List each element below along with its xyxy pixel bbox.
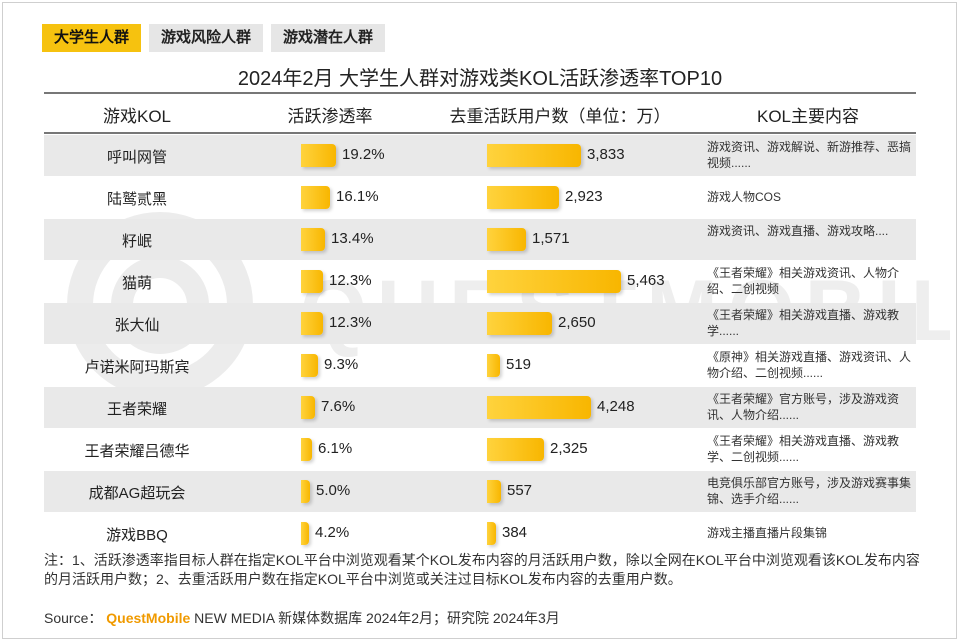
kol-content: 游戏主播直播片段集锦 <box>707 526 828 540</box>
rate-label: 7.6% <box>321 398 356 415</box>
rate-bar <box>301 312 323 335</box>
rate-label: 9.3% <box>324 356 359 373</box>
table-row <box>44 219 916 260</box>
users-bar <box>487 186 559 209</box>
source-line: Source： QuestMobile NEW MEDIA 新媒体数据库 202… <box>44 608 560 628</box>
rate-label: 5.0% <box>316 482 351 499</box>
users-label: 384 <box>502 524 528 541</box>
rate-label: 12.3% <box>329 272 372 289</box>
rate-label: 4.2% <box>315 524 350 541</box>
tab-game-potential-group[interactable]: 游戏潜在人群 <box>271 24 386 52</box>
users-bar <box>487 480 501 503</box>
kol-content: 游戏人物COS <box>707 190 782 204</box>
table-row <box>44 135 916 176</box>
rate-bar <box>301 438 312 461</box>
users-label: 4,248 <box>597 398 635 415</box>
kol-name: 游戏BBQ <box>106 527 168 544</box>
users-bar <box>487 396 591 419</box>
rate-label: 12.3% <box>329 314 372 331</box>
rate-bar <box>301 186 330 209</box>
rate-bar <box>301 270 323 293</box>
kol-name: 陆鹫贰黑 <box>106 191 167 208</box>
kol-content: 《王者荣耀》相关游戏直播、游戏教学...... <box>707 308 900 338</box>
rate-bar <box>301 522 309 545</box>
header-top-rule <box>44 92 916 94</box>
table-row <box>44 303 916 344</box>
users-label: 2,923 <box>565 188 603 205</box>
kol-content: 游戏资讯、游戏直播、游戏攻略.... <box>707 224 889 238</box>
table-row <box>44 471 916 512</box>
kol-name: 王者荣耀吕德华 <box>84 443 190 460</box>
kol-name: 张大仙 <box>114 317 160 334</box>
rate-label: 19.2% <box>342 146 385 163</box>
kol-content: 《王者荣耀》相关游戏资讯、人物介绍、二创视频 <box>707 266 900 296</box>
users-label: 3,833 <box>587 146 625 163</box>
tab-bar: 大学生人群 游戏风险人群 游戏潜在人群 <box>42 24 386 52</box>
users-bar <box>487 144 581 167</box>
kol-content: 《王者荣耀》相关游戏直播、游戏教学、二创视频...... <box>707 434 900 464</box>
header-bottom-rule <box>44 132 916 134</box>
users-label: 5,463 <box>627 272 665 289</box>
rate-bar <box>301 396 315 419</box>
kol-name: 籽岷 <box>121 233 152 250</box>
users-bar <box>487 228 526 251</box>
kol-content: 《王者荣耀》官方账号，涉及游戏资讯、人物介绍...... <box>707 392 900 422</box>
rate-bar <box>301 228 325 251</box>
users-bar <box>487 438 544 461</box>
rate-bar <box>301 354 318 377</box>
kol-name: 王者荣耀 <box>106 401 167 418</box>
column-header-rate: 活跃渗透率 <box>287 107 373 126</box>
rate-label: 6.1% <box>318 440 353 457</box>
users-bar <box>487 522 496 545</box>
users-bar <box>487 354 500 377</box>
rate-label: 13.4% <box>331 230 374 247</box>
users-bar <box>487 312 552 335</box>
chart-title: 2024年2月 大学生人群对游戏类KOL活跃渗透率TOP10 <box>237 68 723 90</box>
users-label: 519 <box>506 356 532 373</box>
kol-content: 电竞俱乐部官方账号，涉及游戏赛事集锦、选手介绍...... <box>707 476 912 506</box>
column-header-kol: 游戏KOL <box>102 107 172 126</box>
users-label: 2,325 <box>550 440 588 457</box>
column-header-users: 去重活跃用户数（单位：万） <box>449 107 671 126</box>
kol-content: 游戏资讯、游戏解说、新游推荐、恶搞视频...... <box>707 140 912 170</box>
users-label: 557 <box>507 482 533 499</box>
column-header-content: KOL主要内容 <box>756 107 860 126</box>
kol-name: 卢诺米阿玛斯宾 <box>84 359 190 376</box>
rate-bar <box>301 480 310 503</box>
footnote: 注：1、活跃渗透率指目标人群在指定KOL平台中浏览观看某个KOL发布内容的月活跃… <box>44 552 920 587</box>
source-brand: QuestMobile <box>106 610 191 626</box>
rate-label: 16.1% <box>336 188 379 205</box>
users-label: 1,571 <box>532 230 570 247</box>
tab-game-risk-group[interactable]: 游戏风险人群 <box>149 24 264 52</box>
kol-name: 呼叫网管 <box>106 149 167 166</box>
source-detail: NEW MEDIA 新媒体数据库 2024年2月；研究院 2024年3月 <box>194 610 560 626</box>
source-prefix: Source： <box>44 610 103 626</box>
users-label: 2,650 <box>558 314 596 331</box>
kol-name: 猫萌 <box>121 275 152 292</box>
tab-college-students[interactable]: 大学生人群 <box>42 24 142 52</box>
users-bar <box>487 270 621 293</box>
table-row <box>44 387 916 428</box>
rate-bar <box>301 144 336 167</box>
kol-name: 成都AG超玩会 <box>88 485 186 502</box>
kol-content: 《原神》相关游戏直播、游戏资讯、人物介绍、二创视频...... <box>707 350 912 380</box>
